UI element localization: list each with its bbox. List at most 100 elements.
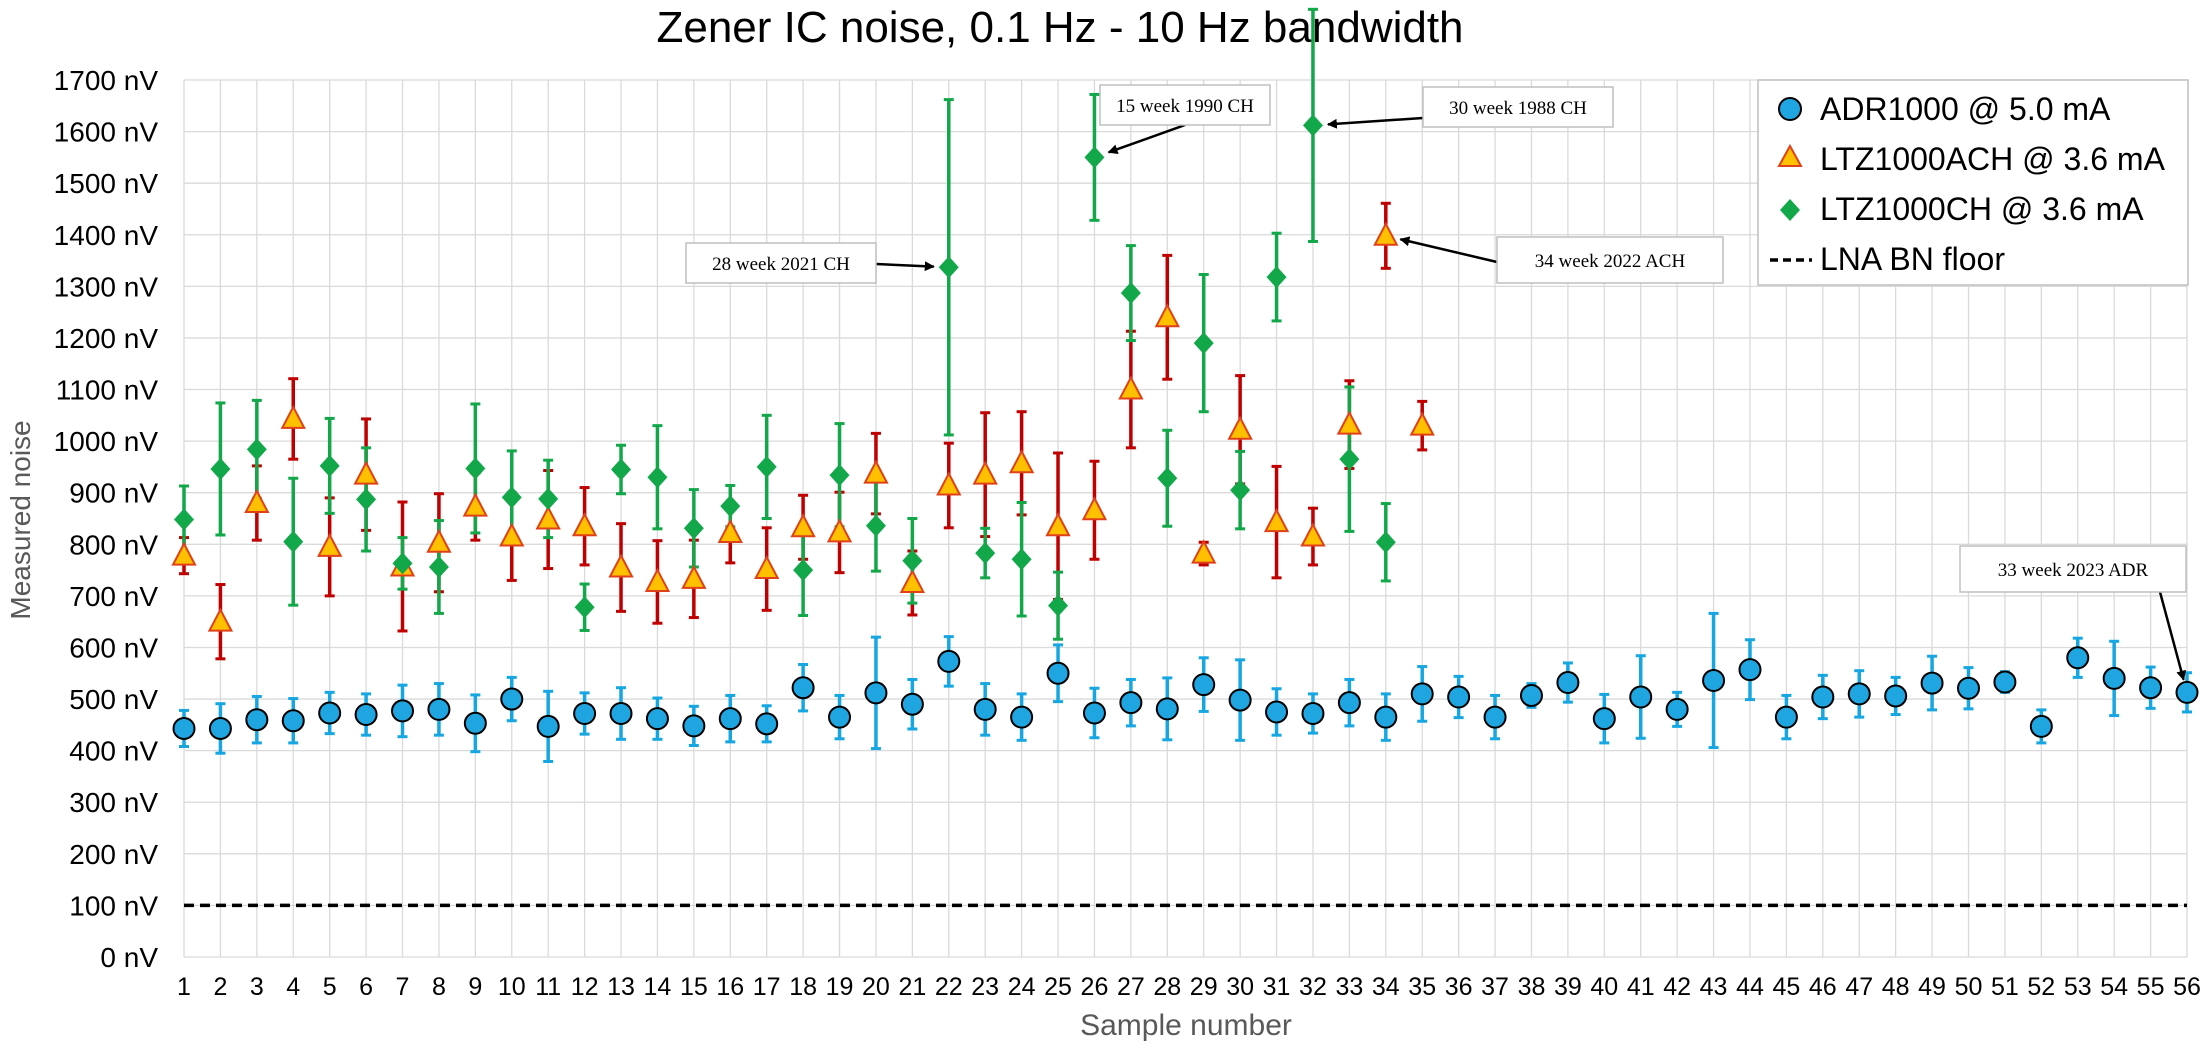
marker-ltz1000ch — [975, 542, 996, 565]
legend-label-ltz1000ach: LTZ1000ACH @ 3.6 mA — [1820, 141, 2166, 177]
marker-adr1000 — [1483, 705, 1507, 729]
x-tick-label: 9 — [468, 973, 482, 1001]
x-tick-label: 22 — [935, 973, 963, 1001]
x-tick-label: 41 — [1627, 973, 1655, 1001]
data-markers — [171, 114, 2199, 740]
marker-ltz1000ach — [244, 488, 270, 514]
marker-adr1000 — [1738, 658, 1762, 682]
x-tick-label: 37 — [1481, 973, 1509, 1001]
legend-marker-adr1000 — [1778, 97, 1802, 121]
annotation-label: 34 week 2022 ACH — [1535, 251, 1686, 272]
marker-ltz1000ch — [319, 454, 340, 477]
marker-adr1000 — [864, 681, 888, 705]
x-tick-label: 43 — [1700, 973, 1728, 1001]
marker-ltz1000ach — [1300, 522, 1326, 547]
x-tick-label: 51 — [1991, 973, 2019, 1001]
marker-adr1000 — [1447, 685, 1471, 709]
marker-ltz1000ach — [499, 522, 525, 547]
x-tick-label: 16 — [716, 973, 744, 1001]
marker-ltz1000ach — [571, 512, 598, 537]
annotation-box — [1959, 545, 2187, 593]
x-tick-label: 38 — [1518, 973, 1546, 1001]
marker-adr1000 — [1556, 671, 1580, 695]
marker-ltz1000ch — [1339, 448, 1360, 471]
marker-adr1000 — [1884, 684, 1908, 708]
marker-ltz1000ch — [1011, 548, 1032, 571]
marker-adr1000 — [718, 707, 742, 731]
x-tick-label: 6 — [359, 973, 373, 1001]
x-tick-label: 29 — [1190, 973, 1218, 1001]
x-tick-label: 39 — [1554, 973, 1582, 1001]
legend-label-adr1000: ADR1000 @ 5.0 mA — [1820, 91, 2111, 127]
annotation-arrow — [1107, 123, 1186, 155]
marker-ltz1000ach — [1373, 221, 1399, 246]
marker-adr1000 — [828, 705, 852, 729]
legend-label-lna-floor: LNA BN floor — [1820, 241, 2005, 277]
x-tick-label: 53 — [2064, 973, 2092, 1001]
marker-ltz1000ch — [829, 464, 850, 487]
marker-ltz1000ach — [717, 518, 743, 543]
marker-ltz1000ach — [317, 532, 343, 557]
legend: ADR1000 @ 5.0 mA LTZ1000ACH @ 3.6 mA LTZ… — [1757, 79, 2189, 286]
x-tick-label: 31 — [1263, 973, 1291, 1001]
marker-ltz1000ch — [574, 596, 595, 619]
annotation-arrow — [875, 261, 935, 272]
y-tick-label: 200 nV — [69, 839, 158, 870]
marker-adr1000 — [1010, 705, 1034, 729]
x-tick-label: 15 — [680, 973, 708, 1001]
x-tick-label: 50 — [1955, 973, 1983, 1001]
marker-ltz1000ach — [1227, 415, 1253, 440]
marker-adr1000 — [2066, 646, 2090, 670]
marker-ltz1000ach — [1191, 539, 1217, 564]
annotation-box — [1496, 236, 1724, 284]
x-tick-label: 7 — [396, 973, 410, 1001]
marker-ltz1000ch — [720, 495, 741, 518]
marker-ltz1000ach — [644, 567, 671, 592]
marker-adr1000 — [1665, 697, 1689, 721]
marker-adr1000 — [1847, 682, 1871, 706]
x-tick-label: 4 — [286, 973, 300, 1001]
marker-ltz1000ch — [793, 559, 814, 582]
marker-ltz1000ch — [902, 549, 923, 572]
marker-adr1000 — [172, 716, 196, 740]
marker-adr1000 — [1337, 691, 1361, 715]
marker-ltz1000ch — [683, 517, 704, 540]
x-tick-label: 42 — [1663, 973, 1691, 1001]
marker-ltz1000ach — [207, 607, 234, 632]
marker-adr1000 — [245, 708, 269, 732]
marker-adr1000 — [791, 676, 815, 700]
marker-ltz1000ach — [826, 518, 853, 543]
marker-ltz1000ach — [1045, 512, 1071, 537]
annotation-label: 33 week 2023 ADR — [1998, 560, 2149, 581]
y-tick-label: 1600 nV — [54, 117, 159, 148]
x-tick-label: 36 — [1445, 973, 1473, 1001]
marker-ltz1000ch — [611, 458, 632, 481]
marker-adr1000 — [1410, 682, 1434, 706]
marker-ltz1000ach — [754, 554, 780, 580]
marker-adr1000 — [536, 714, 560, 738]
marker-ltz1000ach — [899, 568, 926, 593]
y-tick-label: 100 nV — [69, 890, 158, 921]
legend-label-ltz1000ch: LTZ1000CH @ 3.6 mA — [1820, 191, 2144, 227]
x-tick-label: 2 — [213, 973, 227, 1001]
marker-adr1000 — [1920, 671, 1944, 695]
marker-adr1000 — [1702, 668, 1726, 692]
marker-ltz1000ach — [426, 528, 452, 553]
marker-adr1000 — [645, 707, 669, 731]
annotation-arrow — [1399, 236, 1498, 264]
marker-adr1000 — [208, 716, 232, 740]
x-tick-label: 44 — [1736, 973, 1764, 1001]
legend-box — [1757, 79, 2189, 286]
x-tick-label: 32 — [1299, 973, 1327, 1001]
x-tick-label: 26 — [1081, 973, 1109, 1001]
x-tick-label: 24 — [1008, 973, 1036, 1001]
x-tick-label: 55 — [2137, 973, 2165, 1001]
marker-adr1000 — [973, 697, 997, 721]
marker-ltz1000ch — [865, 514, 886, 537]
marker-ltz1000ach — [1008, 449, 1035, 474]
marker-ltz1000ch — [1266, 266, 1287, 289]
marker-ltz1000ach — [1154, 303, 1180, 328]
marker-ltz1000ch — [1120, 282, 1141, 305]
marker-ltz1000ch — [1048, 594, 1069, 617]
